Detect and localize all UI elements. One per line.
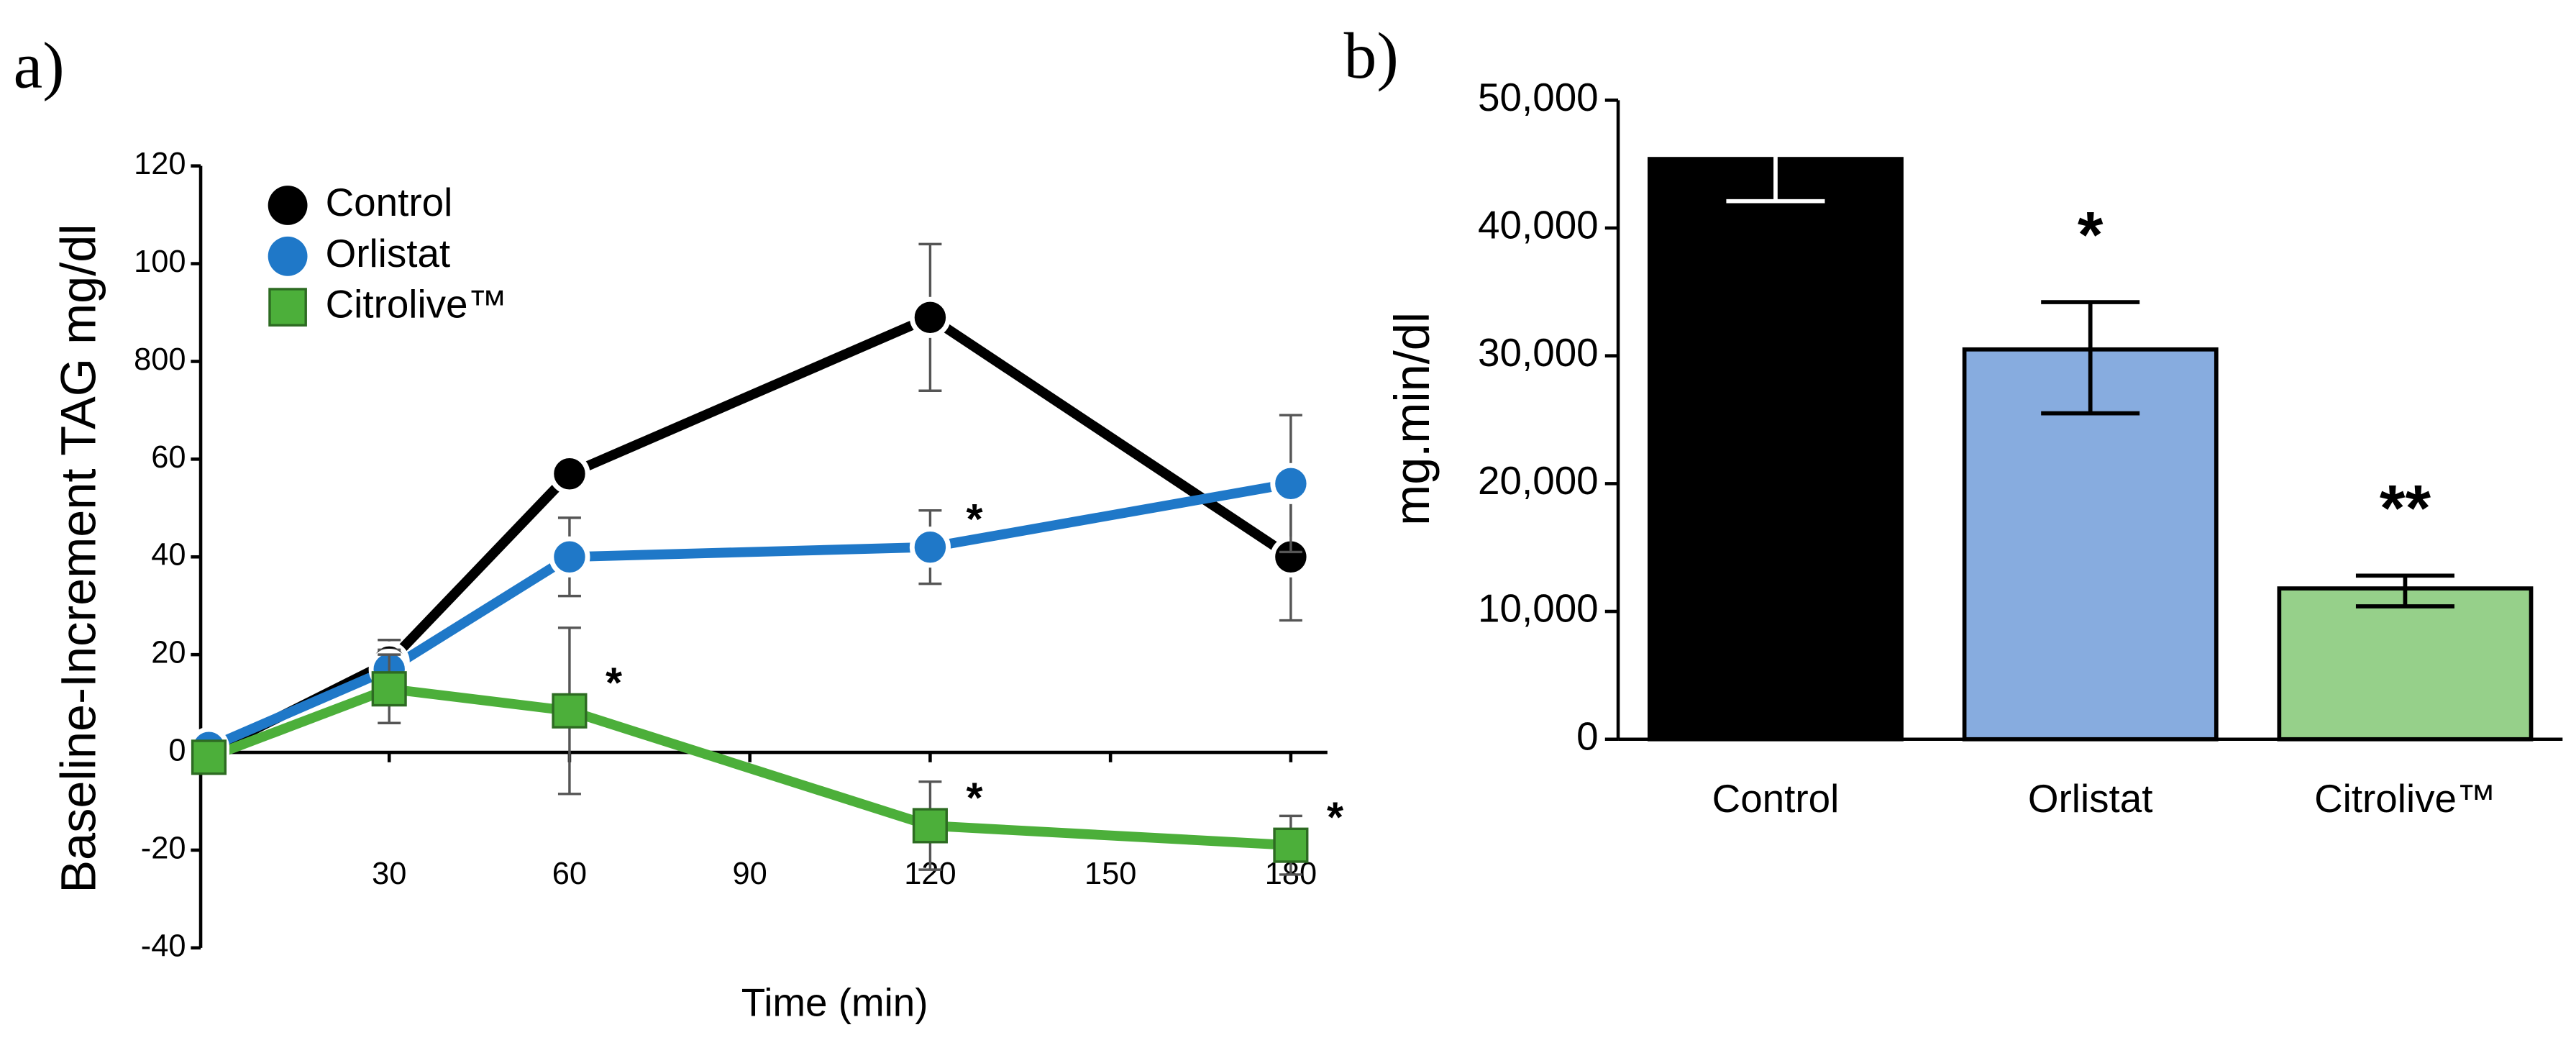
x-tick-label: Control <box>1712 776 1840 821</box>
series-line <box>206 311 1294 757</box>
legend-label: Citrolive™ <box>326 282 508 327</box>
x-tick-label: 150 <box>1084 857 1136 891</box>
legend-marker <box>268 288 307 327</box>
legend-marker <box>268 186 308 225</box>
y-tick-label: 100 <box>134 245 186 279</box>
y-axis-label: mg.min/dl <box>1384 312 1440 526</box>
y-tick-label: 30,000 <box>1478 330 1599 375</box>
y-tick-label: 60 <box>151 440 186 475</box>
x-tick-label: Orlistat <box>2028 776 2153 821</box>
legend-label: Control <box>326 180 453 224</box>
y-tick-label: -20 <box>141 831 186 865</box>
y-tick-label: 10,000 <box>1478 586 1599 631</box>
y-tick-label: 0 <box>1576 714 1598 758</box>
y-tick-label: 0 <box>168 734 186 768</box>
y-tick-label: 40,000 <box>1478 202 1599 247</box>
x-tick-label: 60 <box>552 857 587 891</box>
marker <box>1270 462 1312 504</box>
marker <box>549 453 590 495</box>
panel-label: b) <box>1344 19 1399 92</box>
significance: * <box>606 659 623 707</box>
significance: * <box>967 495 984 543</box>
series-line <box>207 683 1292 850</box>
series-line <box>206 478 1292 752</box>
error-bar <box>2041 300 2140 416</box>
y-tick-label: 800 <box>134 342 186 377</box>
error-bar <box>2355 573 2454 608</box>
significance: * <box>2078 198 2104 271</box>
significance: ** <box>2380 472 2431 545</box>
significance: * <box>1327 793 1344 842</box>
x-axis-label: Time (min) <box>741 980 928 1024</box>
marker <box>909 526 951 568</box>
marker <box>912 808 948 844</box>
y-tick-label: 20,000 <box>1478 458 1599 503</box>
marker <box>909 296 951 338</box>
marker <box>1273 827 1309 863</box>
marker <box>552 693 588 729</box>
bar <box>2277 586 2534 742</box>
x-tick-label: Citrolive™ <box>2314 776 2496 821</box>
legend-marker <box>268 236 308 276</box>
marker <box>371 671 407 707</box>
y-tick-label: 120 <box>134 147 186 181</box>
x-tick-label: 90 <box>733 857 767 891</box>
x-tick-label: 30 <box>372 857 406 891</box>
marker <box>191 739 227 775</box>
y-axis-label: Baseline-Increment TAG mg/dl <box>51 224 106 893</box>
y-tick-label: -40 <box>141 929 186 963</box>
legend-label: Orlistat <box>326 231 451 275</box>
y-tick-label: 40 <box>151 538 186 573</box>
error-bar <box>1726 135 1825 204</box>
panel-label: a) <box>14 29 65 101</box>
significance: * <box>967 773 984 821</box>
y-tick-label: 50,000 <box>1478 75 1599 119</box>
marker <box>549 536 590 578</box>
y-tick-label: 20 <box>151 636 186 670</box>
bar <box>1647 157 1904 742</box>
